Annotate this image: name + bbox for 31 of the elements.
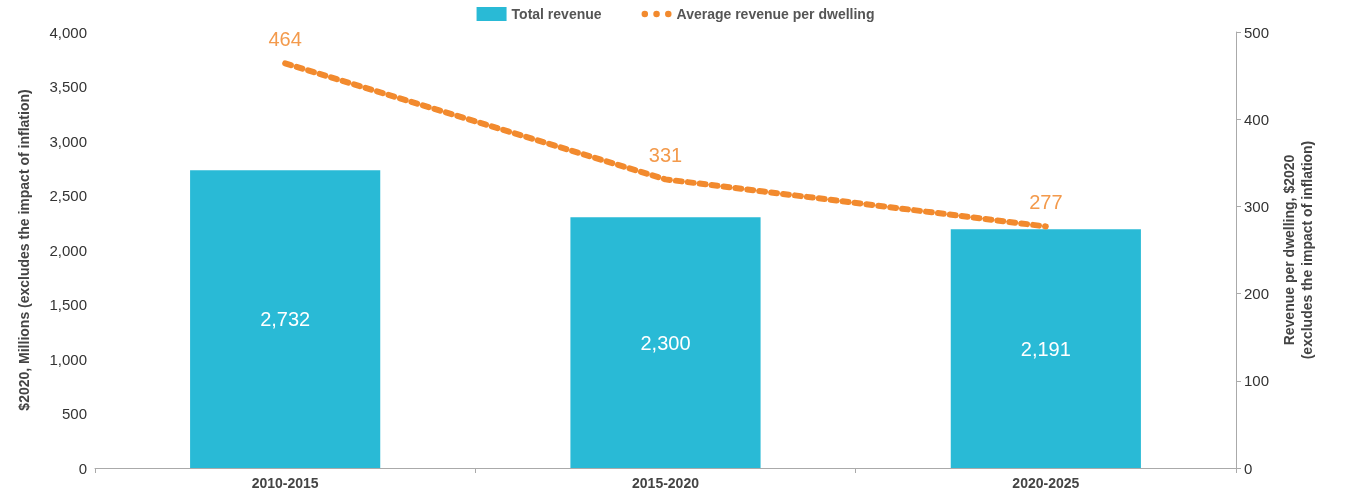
legend-label: Average revenue per dwelling [676,6,875,22]
y2-tick-label: 300 [1244,197,1270,215]
y-tick-label: 3,000 [49,132,87,150]
data-label: 2,191 [1020,337,1071,360]
data-label: 2,300 [640,331,691,354]
y-tick-label: 500 [61,405,87,422]
x-tick-label: 2020-2025 [1012,475,1080,491]
y2-tick-label: 100 [1244,372,1270,390]
y-tick-label: 3,500 [49,78,87,95]
bar [570,217,761,468]
y-tick-label: 2,000 [49,241,87,259]
y-tick-label: 1,500 [49,296,87,313]
legend-label: Total revenue [511,6,602,22]
y-tick-label: 0 [78,459,87,477]
y-tick-label: 4,000 [49,23,87,41]
y-tick-label: 1,000 [49,350,87,368]
y2-tick-label: 0 [1244,459,1253,477]
y2-axis-title: Revenue per dwelling, $2020 (excludes the impact of inflation) [1281,140,1315,360]
data-label: 464 [268,28,302,51]
data-label: 331 [648,144,683,167]
bar [950,229,1141,468]
bar [190,170,381,468]
x-tick-label: 2010-2015 [251,475,319,491]
y-axis-title: $2020, Millions (excludes the impact of inflation) [16,89,32,411]
y-tick-label: 2,500 [49,187,87,204]
data-label: 277 [1029,191,1063,214]
y2-tick-label: 200 [1244,285,1270,303]
y2-tick-label: 400 [1244,110,1270,128]
data-label: 2,732 [260,308,311,331]
y2-tick-label: 500 [1244,23,1270,41]
x-tick-label: 2015-2020 [632,475,700,491]
